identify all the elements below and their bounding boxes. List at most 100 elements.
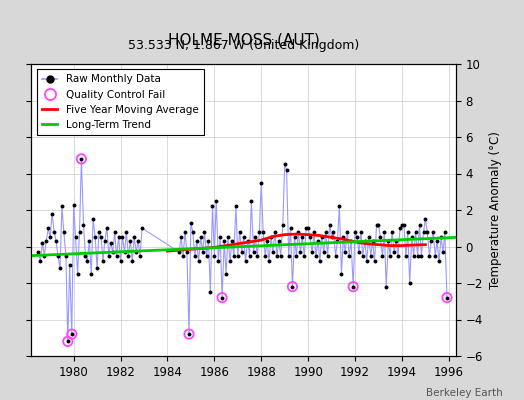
Point	[36, 258, 45, 264]
Point	[251, 234, 259, 240]
Point	[421, 216, 430, 222]
Point	[185, 331, 193, 337]
Point	[179, 252, 188, 259]
Point	[380, 229, 389, 235]
Point	[68, 331, 76, 337]
Point	[73, 271, 82, 277]
Point	[409, 252, 418, 259]
Point	[437, 234, 445, 240]
Legend: Raw Monthly Data, Quality Control Fail, Five Year Moving Average, Long-Term Tren: Raw Monthly Data, Quality Control Fail, …	[37, 69, 204, 135]
Point	[46, 234, 54, 240]
Point	[214, 258, 223, 264]
Point	[392, 238, 400, 244]
Point	[355, 249, 363, 255]
Point	[310, 229, 318, 235]
Point	[353, 234, 361, 240]
Point	[242, 258, 250, 264]
Point	[91, 234, 100, 240]
Point	[294, 229, 302, 235]
Point	[335, 203, 344, 210]
Point	[89, 216, 97, 222]
Point	[200, 229, 209, 235]
Point	[394, 252, 402, 259]
Point	[363, 258, 371, 264]
Point	[38, 240, 47, 246]
Point	[87, 271, 95, 277]
Point	[269, 249, 277, 255]
Point	[368, 238, 377, 244]
Y-axis label: Temperature Anomaly (°C): Temperature Anomaly (°C)	[488, 131, 501, 289]
Point	[431, 252, 440, 259]
Point	[402, 252, 410, 259]
Point	[220, 238, 228, 244]
Point	[79, 222, 88, 228]
Point	[257, 180, 266, 186]
Point	[347, 238, 355, 244]
Point	[218, 294, 226, 301]
Point	[318, 234, 326, 240]
Point	[224, 234, 232, 240]
Point	[116, 258, 125, 264]
Point	[183, 249, 191, 255]
Point	[373, 222, 381, 228]
Point	[226, 258, 234, 264]
Point	[136, 252, 144, 259]
Point	[263, 238, 271, 244]
Point	[349, 284, 357, 290]
Point	[433, 238, 441, 244]
Point	[122, 229, 130, 235]
Point	[68, 331, 76, 337]
Point	[351, 229, 359, 235]
Point	[66, 262, 74, 268]
Point	[287, 225, 295, 232]
Point	[267, 234, 275, 240]
Point	[230, 252, 238, 259]
Point	[222, 271, 230, 277]
Point	[417, 252, 425, 259]
Point	[77, 156, 85, 162]
Point	[97, 234, 105, 240]
Point	[273, 252, 281, 259]
Point	[108, 249, 117, 255]
Point	[306, 234, 314, 240]
Point	[216, 234, 224, 240]
Point	[177, 234, 185, 240]
Point	[192, 238, 201, 244]
Point	[34, 249, 42, 255]
Point	[408, 234, 416, 240]
Point	[62, 252, 70, 259]
Point	[63, 338, 72, 345]
Point	[343, 229, 352, 235]
Point	[54, 252, 62, 259]
Point	[111, 229, 119, 235]
Point	[237, 249, 246, 255]
Point	[378, 252, 387, 259]
Point	[75, 229, 84, 235]
Text: Berkeley Earth: Berkeley Earth	[427, 388, 503, 398]
Point	[112, 252, 121, 259]
Point	[44, 225, 52, 232]
Point	[288, 284, 297, 290]
Point	[218, 294, 226, 301]
Point	[202, 252, 211, 259]
Point	[441, 229, 449, 235]
Point	[427, 238, 435, 244]
Point	[292, 252, 301, 259]
Point	[93, 265, 101, 272]
Point	[56, 265, 64, 272]
Point	[312, 252, 320, 259]
Point	[189, 229, 197, 235]
Point	[290, 234, 299, 240]
Point	[85, 238, 94, 244]
Point	[288, 284, 297, 290]
Point	[302, 225, 310, 232]
Point	[323, 252, 332, 259]
Point	[106, 240, 115, 246]
Point	[71, 234, 80, 240]
Point	[255, 229, 264, 235]
Point	[416, 222, 424, 228]
Point	[349, 284, 357, 290]
Point	[99, 258, 107, 264]
Point	[429, 229, 438, 235]
Point	[341, 249, 350, 255]
